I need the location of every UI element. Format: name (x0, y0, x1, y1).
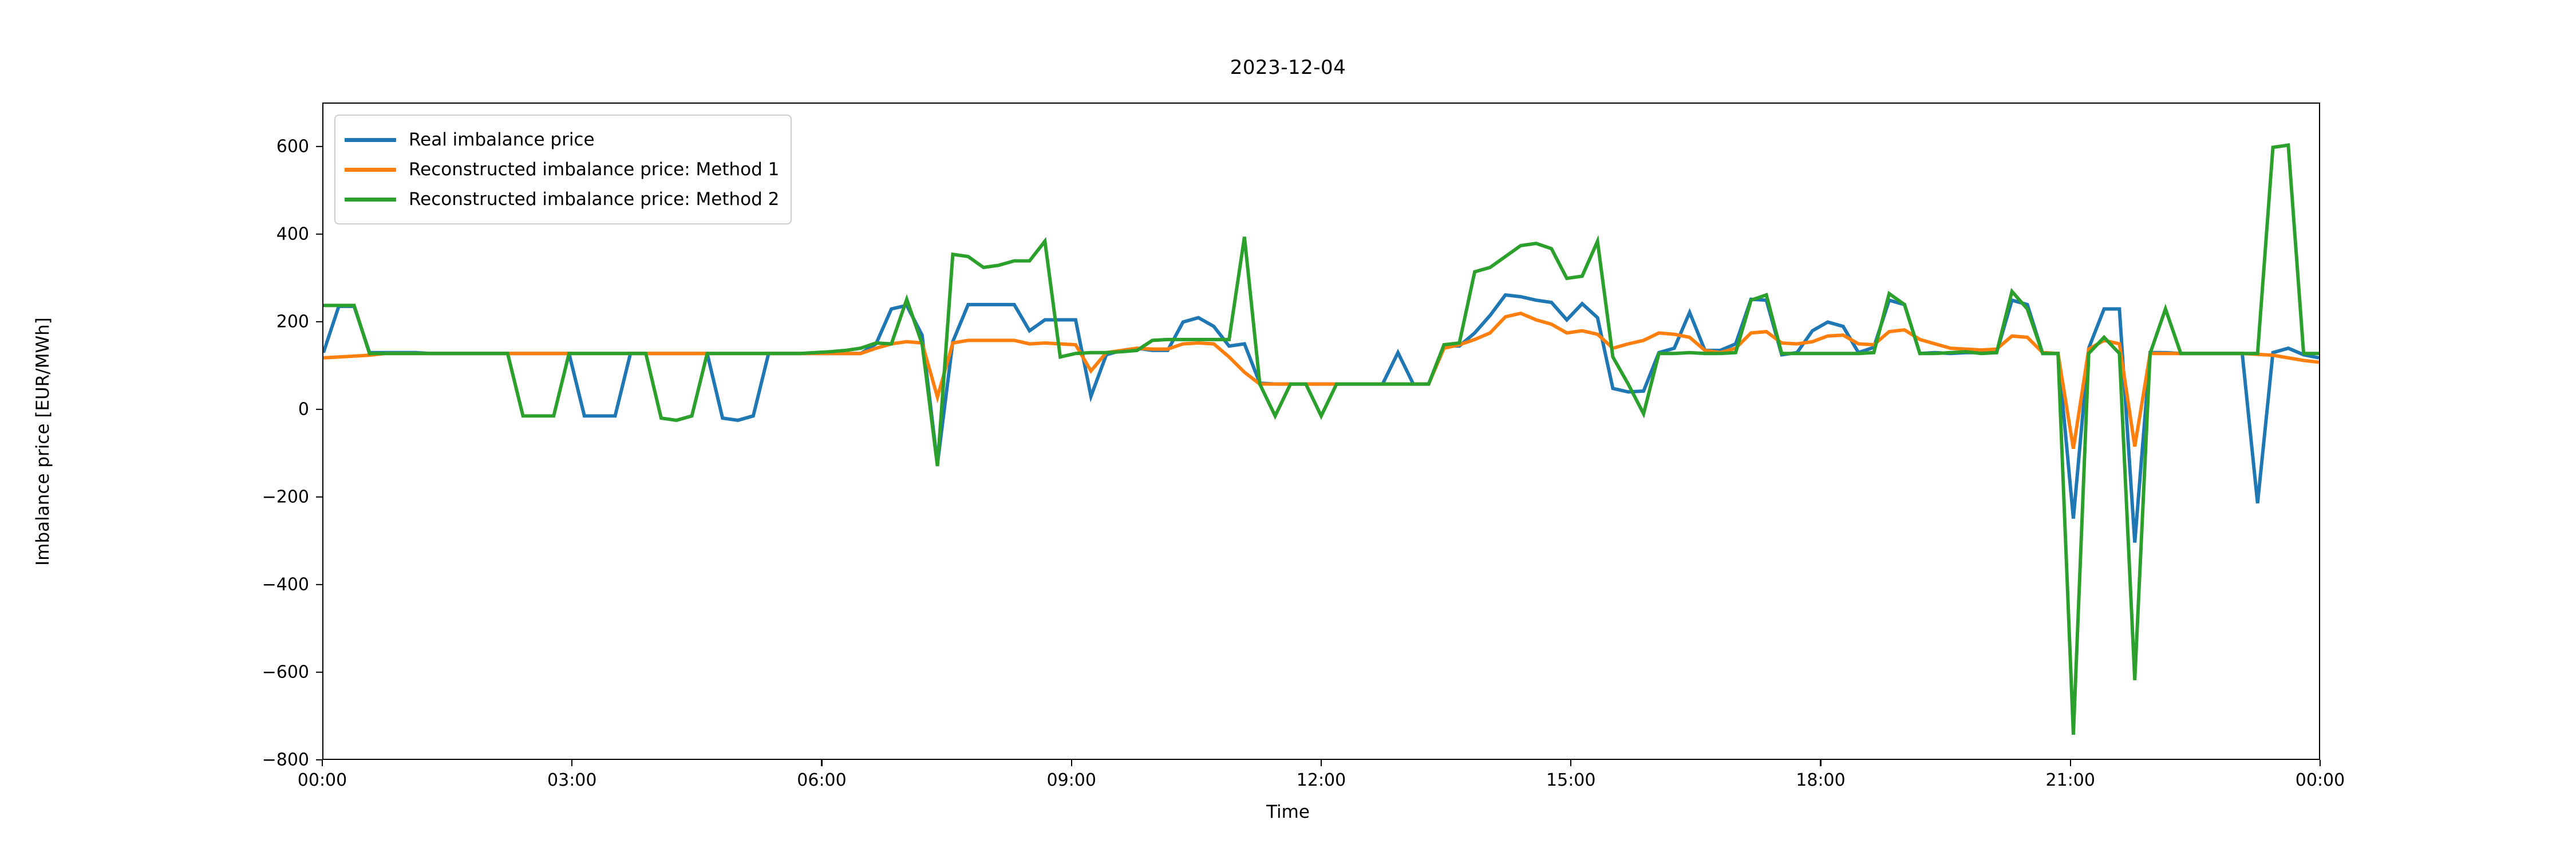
legend-label: Reconstructed imbalance price: Method 1 (409, 159, 780, 180)
x-tick-label: 09:00 (1046, 770, 1096, 790)
legend-label: Real imbalance price (409, 129, 595, 150)
y-tick-label: 200 (276, 312, 309, 332)
legend-color-swatch (345, 137, 396, 142)
legend-entry-2[interactable]: Reconstructed imbalance price: Method 1 (345, 155, 779, 184)
y-tick-mark (316, 496, 322, 498)
x-tick-label: 00:00 (2295, 770, 2345, 790)
series-lines (323, 143, 2319, 735)
x-tick-label: 15:00 (1546, 770, 1596, 790)
legend-color-swatch (345, 197, 396, 202)
legend-entry-1[interactable]: Real imbalance price (345, 125, 779, 155)
x-tick-mark (821, 760, 823, 766)
y-tick-label: −800 (262, 750, 309, 770)
x-tick-mark (1320, 760, 1322, 766)
x-tick-mark (1070, 760, 1072, 766)
y-tick-label: −400 (262, 574, 309, 595)
y-tick-mark (316, 584, 322, 586)
y-tick-mark (316, 759, 322, 761)
y-tick-label: 0 (298, 399, 309, 420)
x-axis-label: Time (1266, 802, 1310, 822)
x-tick-label: 06:00 (797, 770, 847, 790)
x-tick-mark (2069, 760, 2071, 766)
y-tick-label: −200 (262, 487, 309, 507)
x-tick-mark (1820, 760, 1822, 766)
y-tick-mark (316, 408, 322, 410)
x-tick-label: 12:00 (1296, 770, 1346, 790)
y-tick-mark (316, 321, 322, 322)
chart-title: 2023-12-04 (1230, 56, 1346, 79)
x-tick-mark (571, 760, 573, 766)
x-tick-label: 21:00 (2045, 770, 2095, 790)
legend-box: Real imbalance price Reconstructed imbala… (334, 115, 792, 224)
legend-color-swatch (345, 167, 396, 172)
x-tick-mark (321, 760, 323, 766)
series-line-2 (323, 311, 2319, 449)
y-tick-mark (316, 233, 322, 235)
y-tick-label: −600 (262, 662, 309, 683)
y-tick-mark (316, 671, 322, 673)
x-tick-label: 18:00 (1796, 770, 1846, 790)
legend-entry-3[interactable]: Reconstructed imbalance price: Method 2 (345, 184, 779, 214)
y-tick-label: 600 (276, 136, 309, 157)
x-tick-mark (2319, 760, 2321, 766)
y-tick-label: 400 (276, 224, 309, 245)
x-tick-label: 00:00 (297, 770, 347, 790)
y-tick-mark (316, 145, 322, 147)
y-axis-label: Imbalance price [EUR/MWh] (33, 317, 53, 566)
legend-label: Reconstructed imbalance price: Method 2 (409, 189, 780, 210)
x-tick-mark (1570, 760, 1572, 766)
series-line-3 (323, 143, 2319, 735)
x-tick-label: 03:00 (547, 770, 597, 790)
